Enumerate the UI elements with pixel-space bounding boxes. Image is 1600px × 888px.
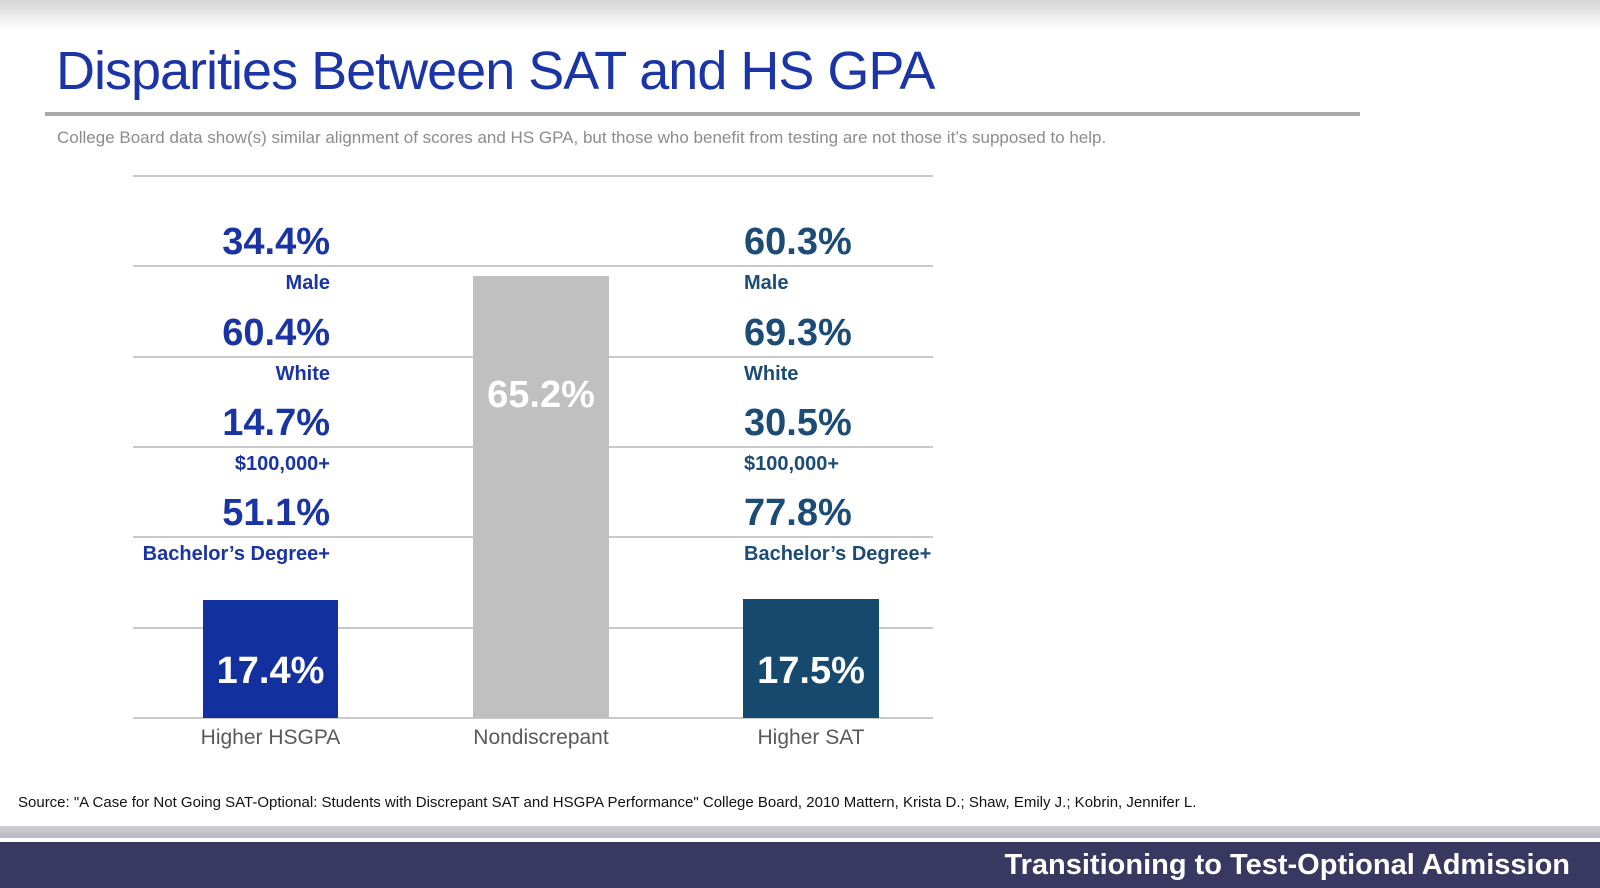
annotation-value: 69.3% (744, 311, 852, 354)
chart-gridline (133, 265, 933, 268)
annotation-value: 34.4% (222, 221, 330, 264)
annotation-value: 14.7% (222, 402, 330, 444)
bar-value-label: 17.5% (757, 650, 865, 692)
chart-gridline (133, 626, 933, 629)
category-label: Higher HSGPA (200, 726, 341, 749)
chart-gridline (133, 536, 933, 539)
bar-higher-sat (743, 599, 879, 718)
footer-bar (0, 842, 1600, 888)
top-gradient-band (0, 0, 1600, 30)
annotation-label: $100,000+ (744, 453, 840, 475)
bar-value-label: 65.2% (487, 374, 595, 417)
bar-nondiscrepant (473, 276, 609, 718)
annotation-label: $100,000+ (234, 453, 330, 475)
category-label: Higher SAT (757, 726, 865, 749)
source-citation: Source: "A Case for Not Going SAT-Option… (18, 794, 1197, 811)
footer-divider-stripe (0, 826, 1600, 838)
chart-gridline (133, 717, 933, 719)
title-underline (45, 112, 1360, 116)
slide-subtitle: College Board data show(s) similar align… (57, 128, 1107, 147)
annotation-value: 60.3% (744, 221, 852, 264)
annotation-label: White (275, 362, 330, 385)
footer-title: Transitioning to Test-Optional Admission (1004, 849, 1571, 881)
chart-gridline (133, 175, 933, 177)
annotation-value: 60.4% (222, 311, 330, 354)
annotation-value: 77.8% (744, 492, 852, 535)
bar-higher-hsgpa (203, 600, 338, 718)
annotation-label: White (744, 362, 799, 385)
annotation-value: 30.5% (744, 402, 852, 444)
category-label: Nondiscrepant (473, 726, 609, 749)
annotation-label: Bachelor’s Degree+ (744, 543, 932, 566)
footer-divider-line (0, 838, 1600, 842)
chart-gridline (133, 355, 933, 358)
annotation-label: Bachelor’s Degree+ (142, 543, 330, 566)
annotation-label: Male (744, 272, 789, 295)
chart-gridline (133, 446, 933, 448)
annotation-label: Male (285, 272, 330, 295)
bar-value-label: 17.4% (216, 650, 325, 692)
annotation-value: 51.1% (222, 492, 330, 535)
slide-title: Disparities Between SAT and HS GPA (56, 41, 935, 101)
